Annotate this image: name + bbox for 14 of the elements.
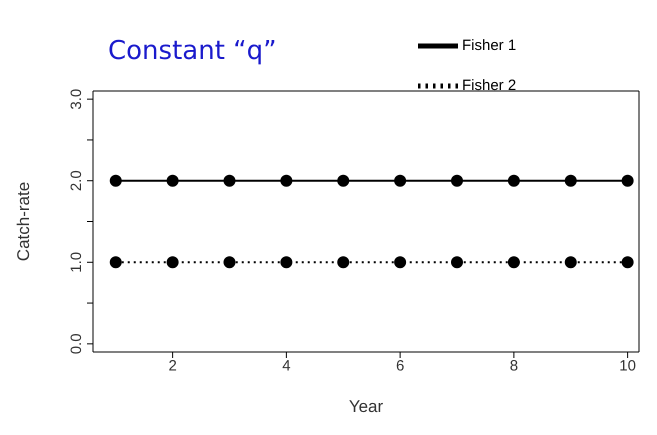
x-tick-label: 4 (282, 358, 291, 375)
x-tick-label: 8 (510, 358, 518, 375)
y-axis-title: Catch-rate (14, 182, 34, 262)
legend-label: Fisher 1 (462, 36, 516, 54)
x-tick-label: 10 (619, 358, 636, 375)
legend-label: Fisher 2 (462, 76, 516, 94)
y-tick-label: 0.0 (68, 333, 85, 354)
x-tick-label: 2 (168, 358, 177, 375)
y-tick-label: 2.0 (68, 170, 85, 192)
x-tick-label: 6 (396, 358, 404, 375)
x-axis-title: Year (348, 397, 384, 416)
text: Constant “q” (108, 36, 277, 66)
y-tick-label: 1.0 (68, 252, 85, 273)
y-tick-label: 3.0 (68, 88, 85, 110)
